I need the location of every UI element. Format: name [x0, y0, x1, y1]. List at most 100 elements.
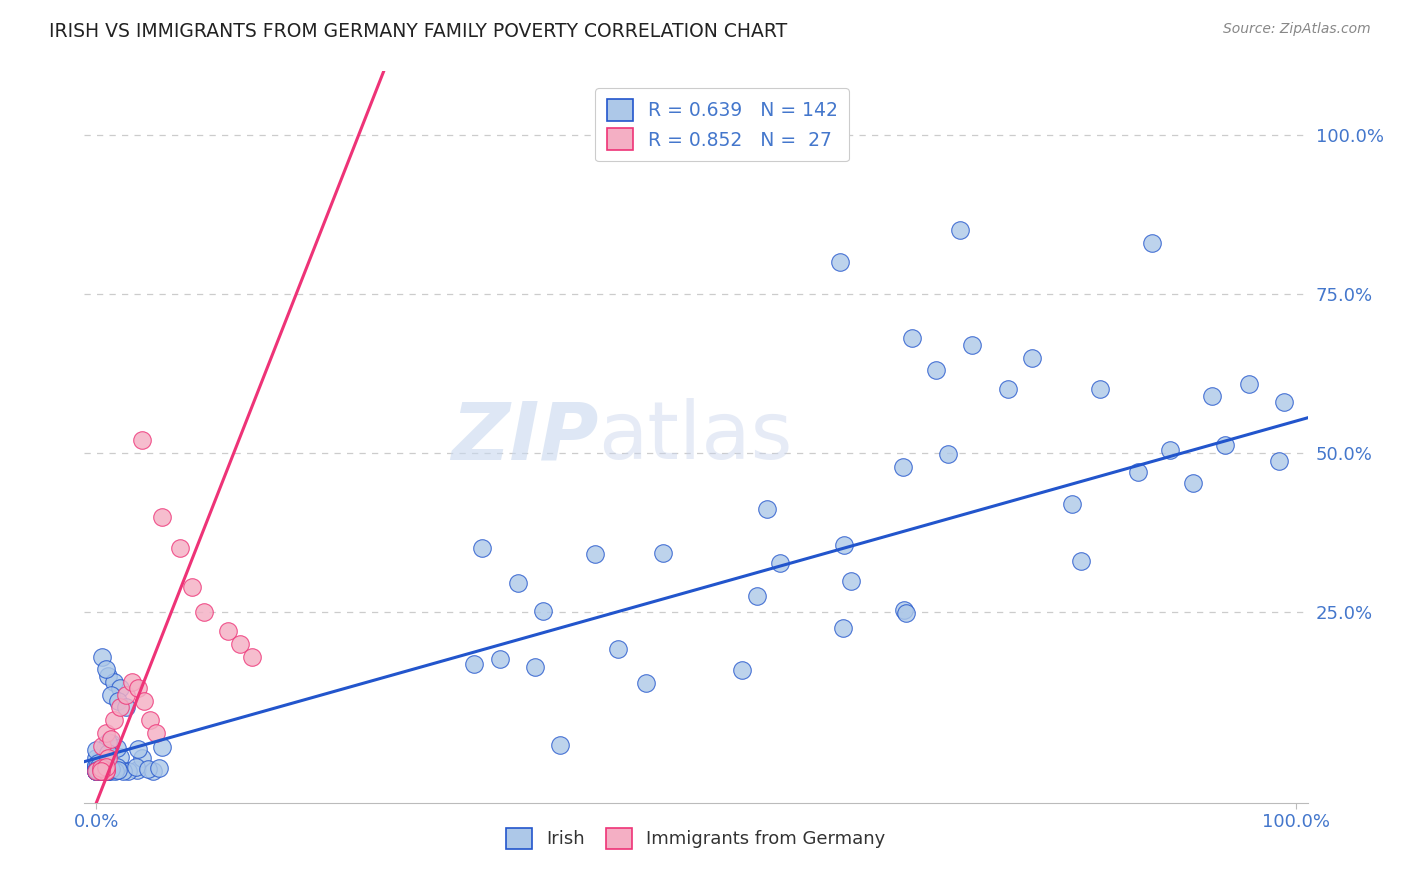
Point [89, 761, 111, 775]
Point [87, 764, 110, 778]
Point [104, 764, 127, 778]
Text: atlas: atlas [598, 398, 793, 476]
Point [548, 739, 571, 753]
Point [97, 762, 120, 776]
Point [471, 541, 494, 556]
Point [89, 761, 111, 775]
Point [86, 760, 108, 774]
Point [86, 759, 108, 773]
Point [94, 763, 117, 777]
Point [127, 681, 149, 696]
Point [1021, 351, 1043, 365]
Point [1267, 454, 1289, 468]
Point [139, 713, 162, 727]
Point [86, 764, 108, 778]
Point [463, 657, 485, 671]
Point [107, 763, 129, 777]
Point [93, 764, 115, 778]
Point [193, 605, 215, 619]
Point [87, 759, 110, 773]
Point [142, 764, 165, 778]
Point [769, 556, 792, 570]
Point [86, 757, 108, 772]
Point [531, 604, 554, 618]
Point [108, 750, 131, 764]
Point [86, 751, 108, 765]
Point [90, 761, 112, 775]
Point [828, 255, 851, 269]
Point [94, 760, 117, 774]
Point [91, 649, 114, 664]
Point [134, 694, 156, 708]
Point [1237, 376, 1260, 391]
Point [583, 547, 606, 561]
Point [489, 652, 512, 666]
Point [93, 764, 115, 778]
Point [90, 761, 112, 775]
Point [86, 764, 108, 778]
Point [91, 739, 114, 753]
Point [93, 764, 115, 778]
Point [506, 575, 529, 590]
Point [100, 688, 122, 702]
Point [87, 764, 110, 778]
Point [89, 753, 111, 767]
Point [90, 756, 112, 771]
Point [894, 606, 917, 620]
Point [97, 747, 120, 762]
Point [107, 694, 129, 708]
Point [104, 764, 127, 778]
Point [86, 764, 108, 778]
Point [115, 688, 138, 702]
Point [91, 759, 114, 773]
Point [121, 675, 143, 690]
Point [93, 764, 115, 778]
Point [87, 763, 110, 777]
Point [891, 460, 914, 475]
Point [90, 762, 112, 776]
Point [94, 740, 117, 755]
Point [606, 642, 628, 657]
Point [91, 756, 114, 770]
Point [1213, 438, 1236, 452]
Point [100, 732, 122, 747]
Point [91, 760, 114, 774]
Text: Source: ZipAtlas.com: Source: ZipAtlas.com [1223, 22, 1371, 37]
Point [105, 741, 128, 756]
Point [117, 764, 139, 778]
Point [136, 762, 159, 776]
Point [86, 764, 108, 778]
Point [89, 762, 111, 776]
Point [1181, 475, 1204, 490]
Point [86, 763, 108, 777]
Point [90, 763, 112, 777]
Point [169, 541, 191, 556]
Point [96, 764, 118, 778]
Point [89, 759, 111, 773]
Point [87, 764, 110, 778]
Point [1062, 497, 1084, 511]
Point [94, 763, 117, 777]
Point [105, 760, 128, 774]
Point [90, 761, 112, 775]
Point [86, 757, 108, 772]
Point [86, 760, 108, 774]
Point [1070, 554, 1092, 568]
Point [93, 764, 115, 778]
Point [86, 764, 108, 778]
Point [755, 502, 778, 516]
Point [97, 735, 120, 749]
Point [97, 762, 120, 776]
Point [97, 751, 120, 765]
Point [925, 363, 948, 377]
Point [841, 574, 863, 588]
Point [115, 700, 138, 714]
Point [86, 756, 108, 770]
Point [103, 675, 125, 690]
Point [91, 761, 114, 775]
Point [94, 764, 117, 778]
Point [152, 739, 174, 754]
Point [89, 761, 111, 775]
Point [145, 726, 167, 740]
Point [86, 764, 108, 778]
